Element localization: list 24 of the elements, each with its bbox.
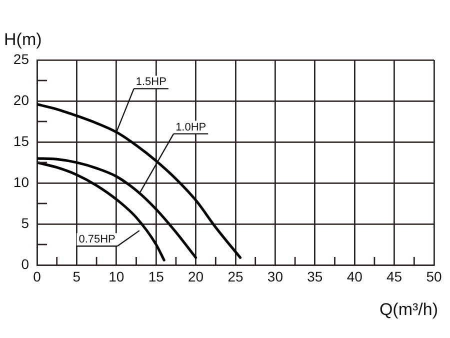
x-tick-label: 35 xyxy=(307,268,323,284)
text: 0.75HP xyxy=(78,234,116,246)
x-tick-label: 30 xyxy=(267,268,284,284)
line-series xyxy=(37,157,198,259)
x-tick-label: 0 xyxy=(33,268,42,284)
y-tick-label: 15 xyxy=(13,132,30,149)
y-tick-label: 25 xyxy=(13,50,30,67)
x-tick-label: 45 xyxy=(386,268,402,284)
y-axis-title: H(m) xyxy=(4,30,42,50)
y-tick-label: 5 xyxy=(21,214,30,231)
y-tick-label: 20 xyxy=(13,92,30,108)
x-tick-label: 20 xyxy=(188,268,204,284)
text: 1.0HP xyxy=(176,121,206,134)
line-series xyxy=(37,102,242,259)
x-tick-label: 50 xyxy=(426,268,442,284)
y-tick-label: 10 xyxy=(13,174,30,190)
x-tick-label: 10 xyxy=(108,268,124,284)
x-tick-label: 40 xyxy=(346,268,363,284)
text: 1.5HP xyxy=(136,76,166,88)
x-tick-label: 5 xyxy=(72,268,81,284)
x-tick-label: 15 xyxy=(148,268,164,284)
x-axis-title: Q(m³/h) xyxy=(379,300,438,320)
y-tick-label: 0 xyxy=(21,256,30,272)
x-tick-label: 25 xyxy=(228,268,244,284)
